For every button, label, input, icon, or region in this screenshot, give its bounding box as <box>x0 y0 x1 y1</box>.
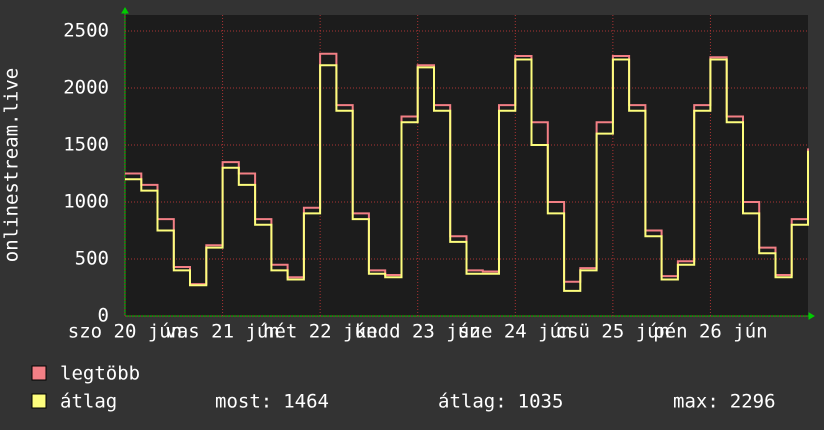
x-tick-label: sze 24 jún <box>458 321 572 343</box>
legend-label: legtöbb <box>60 363 140 385</box>
x-tick-label: vas 21 jún <box>165 321 279 343</box>
stat-label: max: <box>673 391 719 413</box>
legend-label: átlag <box>60 391 117 413</box>
x-tick-label: kedd 23 jún <box>355 321 481 343</box>
x-tick-label: hét 22 jún <box>263 321 377 343</box>
x-tick-label: szo 20 jún <box>68 321 182 343</box>
y-tick-label: 1500 <box>63 133 109 155</box>
legend-swatch <box>31 365 47 381</box>
y-tick-label: 0 <box>98 305 109 327</box>
x-tick-label: pén 26 jún <box>653 321 767 343</box>
stat-value: 1035 <box>518 391 564 413</box>
stat-value: 2296 <box>730 391 776 413</box>
y-tick-label: 500 <box>75 247 109 269</box>
legend-swatch <box>31 393 47 409</box>
stat-label: átlag: <box>438 391 507 413</box>
y-tick-label: 1000 <box>63 190 109 212</box>
stat-value: 1464 <box>283 391 329 413</box>
axes <box>121 7 815 320</box>
series-line <box>125 58 809 292</box>
stat-label: most: <box>215 391 272 413</box>
y-tick-label: 2500 <box>63 19 109 41</box>
y-tick-label: 2000 <box>63 76 109 98</box>
x-tick-label: csü 25 jún <box>556 321 670 343</box>
y-axis-label: onlinestream.live <box>1 68 23 262</box>
